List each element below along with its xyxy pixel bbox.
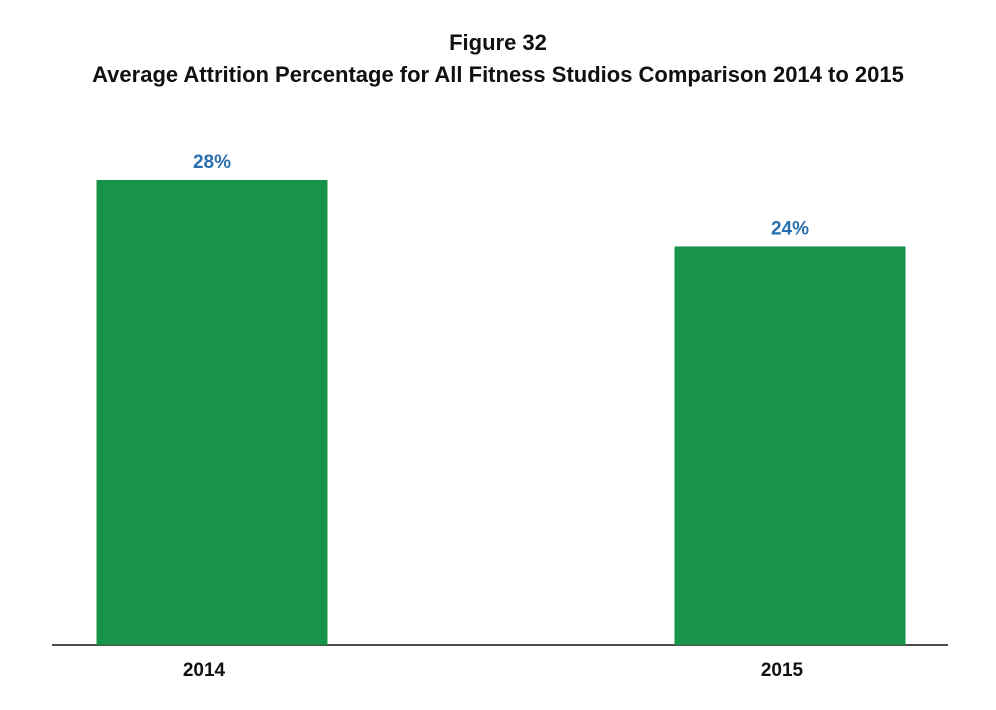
value-label-2014: 28% (193, 152, 231, 173)
bar-2015 (674, 246, 906, 645)
figure-label: Figure 32 (449, 30, 547, 55)
bar-2014 (96, 180, 328, 645)
value-label-2015: 24% (771, 218, 809, 239)
category-label-2014: 2014 (183, 660, 226, 681)
chart-title: Average Attrition Percentage for All Fit… (92, 62, 904, 87)
category-label-2015: 2015 (761, 660, 804, 681)
